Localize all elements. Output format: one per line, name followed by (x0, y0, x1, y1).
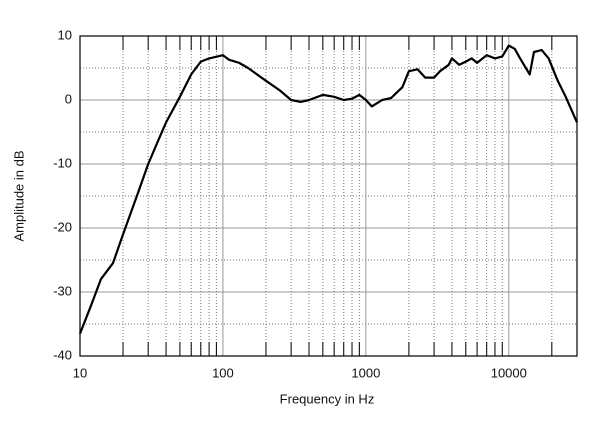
y-tick-label: -20 (53, 219, 72, 234)
x-tick-label: 100 (212, 365, 234, 380)
x-tick-label: 10000 (491, 365, 527, 380)
y-tick-label: -10 (53, 155, 72, 170)
x-tick-label: 10 (73, 365, 87, 380)
y-tick-label: -30 (53, 283, 72, 298)
x-tick-label: 1000 (351, 365, 380, 380)
plot-frame (79, 35, 578, 357)
y-tick-label: 0 (65, 91, 72, 106)
response-line (78, 44, 579, 335)
y-tick-label: -40 (53, 347, 72, 362)
y-tick-label: 10 (58, 27, 72, 42)
y-axis-label: Amplitude in dB (11, 150, 26, 241)
x-axis-label: Frequency in Hz (280, 391, 375, 406)
